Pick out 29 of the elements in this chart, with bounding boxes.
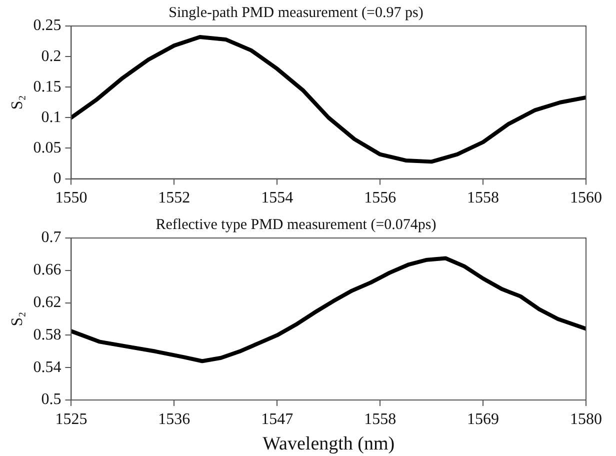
x-tick-label: 1558 [364, 410, 396, 428]
y-tick-label: 0.25 [33, 17, 62, 34]
y-tick-label: 0.1 [41, 108, 62, 126]
y-tick-label: 0.15 [33, 78, 62, 96]
y-tick-label: 0 [53, 170, 62, 188]
x-tick-label: 1536 [158, 410, 190, 428]
y-tick-label: 0.58 [33, 326, 62, 344]
y-tick-label: 0.5 [41, 391, 62, 408]
y-tick-label: 0.7 [41, 229, 62, 246]
chart-title: Reflective type PMD measurement (=0.074ps) [156, 216, 436, 233]
x-tick-label: 1547 [261, 410, 294, 428]
y-tick-label: 0.2 [41, 48, 62, 65]
y-tick-label: 0.66 [33, 262, 62, 279]
x-axis-title: Wavelength (nm) [262, 434, 395, 455]
y-tick-label: 0.54 [33, 358, 62, 376]
x-tick-label: 1525 [55, 410, 88, 428]
x-tick-label: 1550 [55, 190, 88, 207]
y-tick-label: 0.62 [33, 294, 62, 312]
y-tick-label: 0.05 [33, 139, 62, 156]
x-tick-label: 1580 [570, 410, 602, 428]
x-tick-label: 1556 [364, 190, 396, 207]
x-tick-label: 1558 [467, 190, 500, 207]
x-tick-label: 1554 [261, 190, 294, 207]
chart-title: Single-path PMD measurement (=0.97 ps) [168, 4, 424, 21]
x-tick-label: 1569 [467, 410, 500, 428]
y-axis-title: S₂ [8, 95, 26, 110]
x-tick-label: 1560 [570, 190, 602, 207]
y-axis-title: S₂ [8, 312, 26, 326]
x-tick-label: 1552 [158, 190, 190, 207]
